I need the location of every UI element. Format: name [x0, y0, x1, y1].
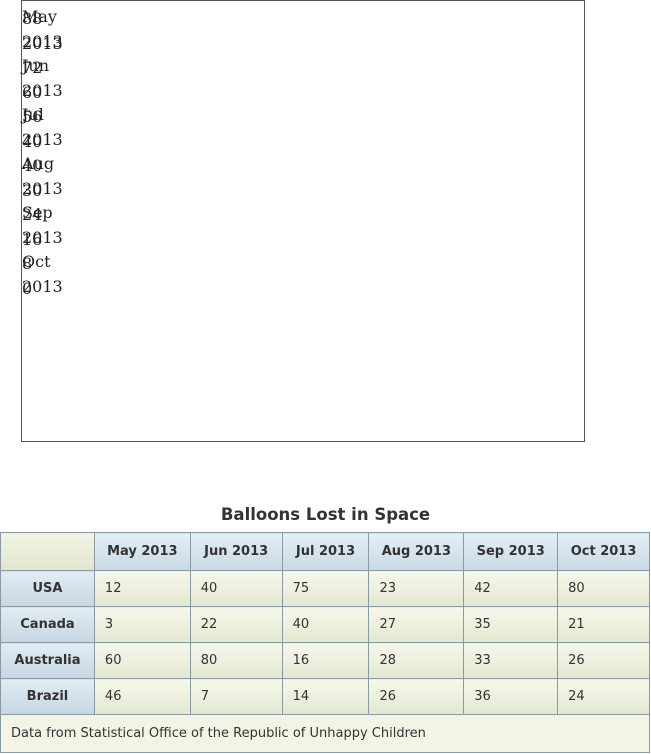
fallback-value: 2013: [22, 33, 63, 53]
table-cell: 23: [368, 570, 465, 607]
table-cell: 28: [368, 642, 465, 679]
fallback-label: Jul: [22, 105, 44, 124]
row-header: USA: [0, 570, 95, 607]
data-table: May 2013 Jun 2013 Jul 2013 Aug 2013 Sep …: [0, 532, 650, 753]
fallback-label: Jun: [22, 56, 50, 75]
footer-row: Data from Statistical Office of the Repu…: [0, 714, 650, 753]
table-cell: 12: [93, 570, 191, 607]
table-row: Brazil 46 7 14 26 36 24: [0, 678, 650, 715]
chart-fallback-labels: May 2013 Jun 2013 Jul 2013 Aug 2013 Sep …: [22, 5, 63, 299]
fallback-label: Aug: [22, 154, 55, 173]
table-cell: 46: [93, 678, 191, 715]
table-cell: 3: [93, 606, 191, 643]
chart-fallback-values: 88 2013 72 60 56 40 40 30 24 16 8 0: [22, 7, 63, 301]
table-cell: 33: [463, 642, 559, 679]
table-row: USA 12 40 75 23 42 80: [0, 570, 650, 607]
fallback-value: 16: [22, 229, 43, 249]
column-header: Jun 2013: [189, 532, 283, 571]
fallback-value: 56: [22, 107, 43, 126]
table-cell: 24: [557, 678, 650, 715]
row-header: Canada: [0, 606, 95, 643]
fallback-value: 88: [22, 9, 43, 28]
table-cell: 27: [368, 606, 465, 643]
table-cell: 80: [189, 642, 283, 679]
column-header: Oct 2013: [557, 532, 650, 571]
fallback-value: 40: [22, 156, 43, 175]
table-cell: 75: [281, 570, 370, 607]
table-row: Australia 60 80 16 28 33 26: [0, 642, 650, 679]
column-header: Sep 2013: [463, 532, 559, 571]
fallback-value: 40: [22, 131, 43, 151]
fallback-value: 8: [22, 254, 33, 273]
table-cell: 35: [463, 606, 559, 643]
fallback-value: 0: [22, 278, 33, 298]
table-cell: 21: [557, 606, 650, 643]
table-cell: 16: [281, 642, 370, 679]
table-caption: Balloons Lost in Space: [220, 505, 431, 524]
fallback-value: 72: [22, 58, 43, 77]
table-footer: Data from Statistical Office of the Repu…: [0, 714, 650, 753]
column-header: May 2013: [93, 532, 191, 571]
fallback-value: 60: [22, 82, 43, 102]
table-cell: 22: [189, 606, 283, 643]
fallback-label: 2013: [22, 178, 63, 198]
fallback-value: 30: [22, 180, 43, 200]
table-cell: 26: [368, 678, 465, 715]
table-cell: 60: [93, 642, 191, 679]
fallback-label: 2013: [22, 31, 63, 51]
table-cell: 40: [189, 570, 283, 607]
table-cell: 40: [281, 606, 370, 643]
fallback-label: 2013: [22, 80, 63, 100]
fallback-label: Sep: [22, 203, 53, 222]
fallback-value: 24: [22, 205, 43, 224]
table-cell: 14: [281, 678, 370, 715]
chart-container: May 2013 Jun 2013 Jul 2013 Aug 2013 Sep …: [21, 0, 585, 442]
table-cell: 7: [189, 678, 283, 715]
fallback-label: May: [22, 7, 57, 26]
column-header: Aug 2013: [368, 532, 465, 571]
fallback-label: 2013: [22, 227, 63, 247]
fallback-label: Oct: [22, 252, 51, 271]
corner-cell: [0, 532, 95, 571]
table-cell: 36: [463, 678, 559, 715]
header-row: May 2013 Jun 2013 Jul 2013 Aug 2013 Sep …: [0, 532, 650, 571]
row-header: Australia: [0, 642, 95, 679]
fallback-label: 2013: [22, 276, 63, 296]
column-header: Jul 2013: [281, 532, 370, 571]
fallback-label: 2013: [22, 129, 63, 149]
table-cell: 26: [557, 642, 650, 679]
table-cell: 80: [557, 570, 650, 607]
table-row: Canada 3 22 40 27 35 21: [0, 606, 650, 643]
row-header: Brazil: [0, 678, 95, 715]
table-cell: 42: [463, 570, 559, 607]
